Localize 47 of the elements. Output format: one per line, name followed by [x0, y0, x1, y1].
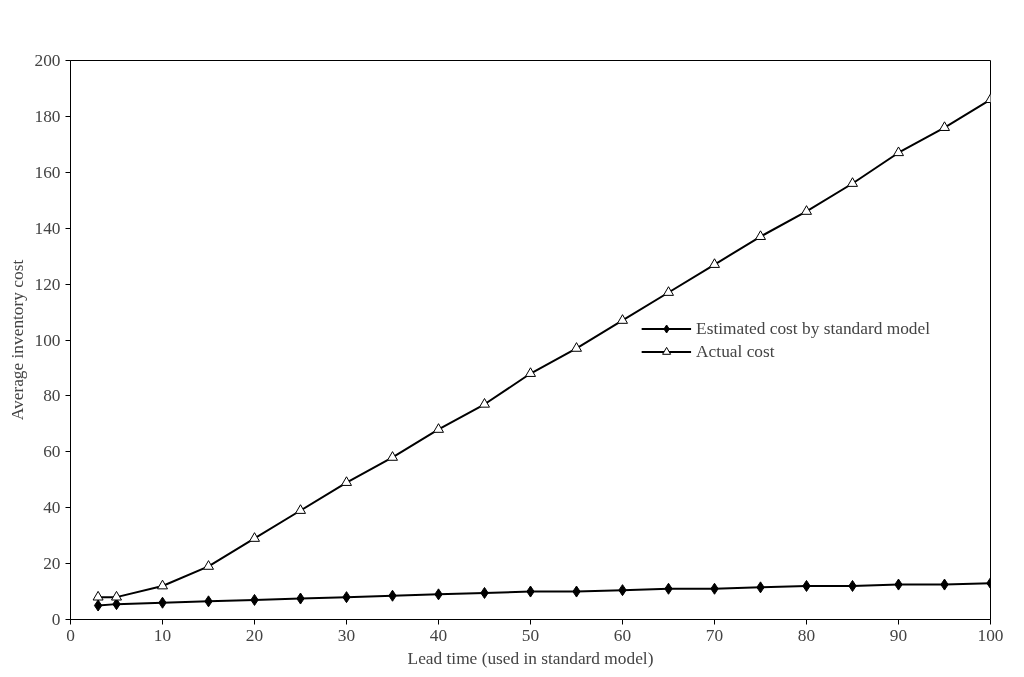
x-tick-label: 30: [337, 625, 356, 645]
y-tick-label: 140: [34, 218, 61, 238]
x-tick-label: 50: [521, 625, 540, 645]
point: [341, 476, 352, 486]
point: [479, 398, 490, 408]
point: [571, 342, 582, 352]
y-tick-label: 200: [34, 51, 61, 70]
point: [617, 314, 628, 324]
point: [709, 258, 720, 268]
y-tick-label: 160: [34, 162, 61, 182]
point: [92, 590, 104, 601]
x-tick-label: 80: [797, 625, 816, 645]
y-tick-label: 40: [43, 498, 61, 518]
legend-label: Actual cost: [696, 341, 776, 361]
point: [249, 532, 260, 542]
y-tick-label: 60: [43, 442, 61, 462]
x-tick-label: 20: [245, 625, 264, 645]
point: [433, 423, 444, 433]
point: [525, 367, 536, 377]
point: [939, 121, 950, 131]
x-axis-title: Lead time (used in standard model): [407, 648, 654, 668]
y-tick-label: 180: [34, 106, 61, 126]
point: [755, 230, 766, 240]
point: [203, 560, 214, 570]
x-tick-label: 100: [977, 625, 1004, 645]
point: [111, 590, 122, 601]
point: [663, 286, 674, 296]
x-tick-label: 70: [705, 625, 724, 645]
x-tick-label: 0: [66, 625, 75, 645]
y-tick-label: 20: [43, 554, 61, 574]
point: [387, 451, 398, 461]
point: [93, 599, 103, 612]
x-tick-label: 90: [889, 625, 908, 645]
y-tick-label: 80: [43, 386, 61, 406]
point: [893, 146, 904, 157]
point: [847, 177, 858, 187]
x-tick-label: 40: [429, 625, 448, 645]
y-tick-label: 120: [34, 274, 61, 294]
y-tick-label: 100: [34, 330, 61, 350]
y-tick-label: 0: [51, 610, 61, 629]
point: [157, 579, 168, 590]
y-axis-title: Average inventory cost: [7, 259, 27, 421]
legend-label: Estimated cost by standard model: [696, 318, 930, 338]
point: [295, 504, 306, 514]
x-tick-label: 10: [153, 625, 172, 645]
x-tick-label: 60: [613, 625, 632, 645]
point: [801, 205, 812, 215]
